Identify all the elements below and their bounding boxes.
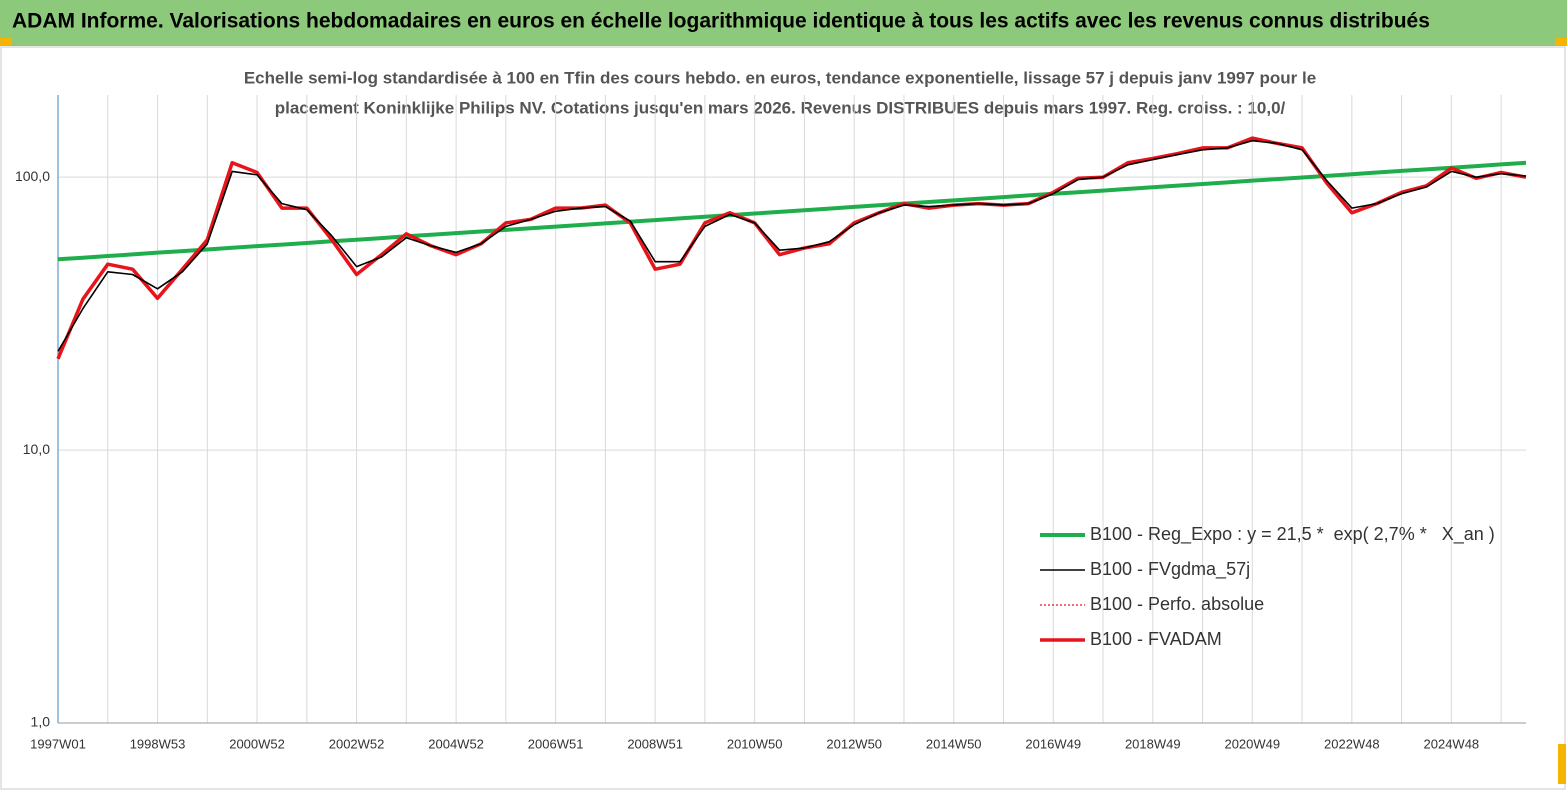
legend-label: B100 - Perfo. absolue	[1090, 594, 1264, 614]
x-tick-label: 1998W53	[130, 736, 186, 751]
series-line	[57, 139, 1527, 352]
x-tick-label: 2002W52	[329, 736, 385, 751]
x-tick-label: 2004W52	[428, 736, 484, 751]
corner-mark	[1558, 744, 1566, 784]
corner-mark	[0, 38, 12, 46]
x-tick-label: 2014W50	[926, 736, 982, 751]
x-tick-label: 2024W48	[1424, 736, 1480, 751]
legend-label: B100 - FVADAM	[1090, 629, 1222, 649]
x-tick-label: 1997W01	[30, 736, 86, 751]
chart-subtitle: Echelle semi-log standardisée à 100 en T…	[244, 68, 1316, 87]
x-tick-label: 2022W48	[1324, 736, 1380, 751]
corner-mark	[1555, 38, 1567, 46]
y-tick-label: 10,0	[23, 441, 50, 457]
x-tick-label: 2018W49	[1125, 736, 1181, 751]
x-tick-label: 2012W50	[826, 736, 882, 751]
x-tick-label: 2010W50	[727, 736, 783, 751]
chart-subtitle: placement Koninklijke Philips NV. Cotati…	[275, 98, 1286, 117]
legend-label: B100 - FVgdma_57j	[1090, 559, 1250, 580]
x-tick-label: 2016W49	[1025, 736, 1081, 751]
x-tick-label: 2006W51	[528, 736, 584, 751]
chart-frame	[0, 46, 1566, 790]
y-tick-label: 1,0	[31, 714, 51, 730]
x-tick-label: 2020W49	[1224, 736, 1280, 751]
legend-label: B100 - Reg_Expo : y = 21,5 * exp( 2,7% *…	[1090, 524, 1495, 545]
header-bar	[0, 0, 1567, 46]
x-tick-label: 2000W52	[229, 736, 285, 751]
series-line	[57, 160, 1527, 262]
x-tick-label: 2008W51	[627, 736, 683, 751]
chart-title: ADAM Informe. Valorisations hebdomadaire…	[12, 10, 1430, 33]
y-tick-label: 100,0	[15, 168, 50, 184]
